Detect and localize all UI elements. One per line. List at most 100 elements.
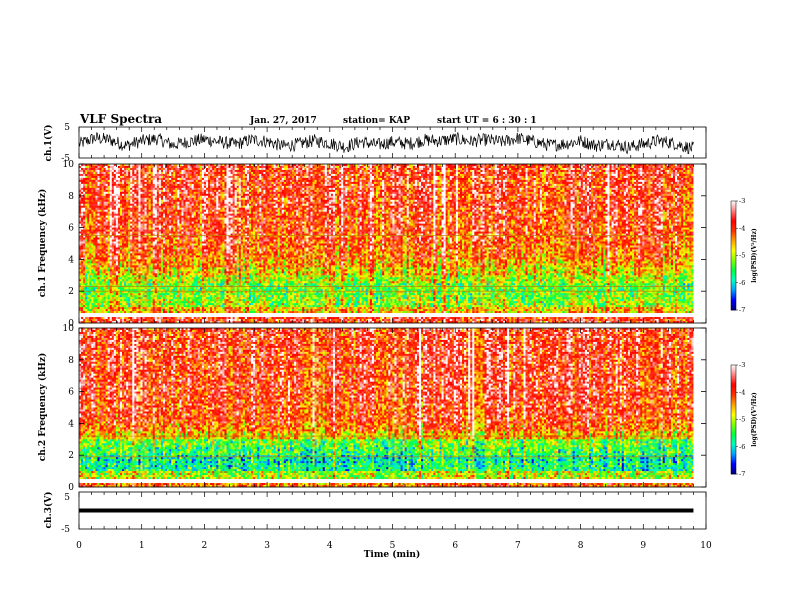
ch1-waveform-panel: 5 -5 ch.1(V) xyxy=(43,123,707,164)
ytick-label: 6 xyxy=(68,224,74,234)
colorbar-swatch xyxy=(731,242,736,245)
ch1-colorbar: -3 -4 -5 -6 -7 log(PSD)(V²/Hz) xyxy=(730,197,758,314)
colorbar-swatch xyxy=(731,470,736,473)
ch3-waveform-panel: 5 -5 ch.3(V) xyxy=(43,492,707,535)
colorbar-swatch xyxy=(731,211,736,215)
colorbar-swatch xyxy=(731,257,736,260)
colorbar-swatch xyxy=(731,414,736,417)
colorbar-swatch xyxy=(731,275,736,278)
xtick-label: 8 xyxy=(578,541,584,551)
colorbar-swatch xyxy=(731,206,736,209)
colorbar-swatch xyxy=(731,368,736,371)
ch3-waveform-ylabel: ch.3(V) xyxy=(43,492,54,529)
ytick-label: 4 xyxy=(68,419,74,429)
colorbar-swatch xyxy=(731,388,736,391)
station-label: station= KAP xyxy=(343,116,410,126)
colorbar-swatch xyxy=(731,463,736,466)
colorbar-swatch xyxy=(731,426,736,429)
ch1-waveform-line xyxy=(78,131,694,155)
colorbar-swatch xyxy=(731,370,736,373)
colorbar-swatch xyxy=(731,381,736,384)
xtick-label: 4 xyxy=(327,541,333,551)
ch2-spectrogram-image xyxy=(79,328,706,488)
colorbar-swatch xyxy=(731,395,736,399)
colorbar-swatch xyxy=(731,210,736,213)
colorbar-swatch xyxy=(731,437,736,440)
colorbar-swatch xyxy=(731,450,736,453)
colorbar-swatch xyxy=(731,403,736,406)
colorbar-swatch xyxy=(731,434,736,437)
colorbar-swatch xyxy=(731,262,736,265)
colorbar-swatch xyxy=(731,383,736,386)
colorbar-swatch xyxy=(731,399,736,402)
ch2-spectrogram-yticks: 0 2 4 6 8 10 xyxy=(63,324,706,493)
ytick-label: 8 xyxy=(68,192,74,202)
colorbar-swatch xyxy=(731,290,736,293)
colorbar-tick-label: -3 xyxy=(739,197,745,205)
colorbar-swatch xyxy=(731,464,736,468)
ch1-spectrogram-image xyxy=(79,164,706,324)
colorbar-swatch xyxy=(731,365,736,368)
colorbar-swatch xyxy=(731,268,736,271)
ch2-spectrogram-panel: 0 2 4 6 8 10 ch.2 Frequency (kHz) -3 -4 -5 -6 -7 l… xyxy=(37,324,758,493)
colorbar-swatch xyxy=(731,308,736,311)
spectrogram-cells xyxy=(79,328,694,488)
xtick-label: 0 xyxy=(76,541,82,551)
colorbar-swatch xyxy=(731,417,736,420)
colorbar-swatch xyxy=(731,423,736,426)
time-axis-tick-labels: 0 1 2 3 4 5 6 7 8 9 10 xyxy=(76,541,712,551)
colorbar-swatch xyxy=(731,248,736,251)
colorbar-swatch xyxy=(731,366,736,370)
colorbar-swatch xyxy=(731,384,736,388)
time-axis-label: Time (min) xyxy=(364,549,421,560)
colorbar-swatch xyxy=(731,461,736,464)
colorbar-tick-label: -5 xyxy=(739,252,745,260)
colorbar-swatch xyxy=(731,202,736,206)
colorbar-swatch xyxy=(731,295,736,298)
colorbar-swatch xyxy=(731,466,736,469)
colorbar-swatch xyxy=(731,421,736,424)
colorbar-swatch xyxy=(731,250,736,253)
colorbar-swatch xyxy=(731,457,736,460)
colorbar-swatch xyxy=(731,293,736,296)
colorbar-swatch xyxy=(731,459,736,462)
ytick-label: 0 xyxy=(68,483,74,493)
colorbar-tick-label: -6 xyxy=(739,279,745,287)
colorbar-swatch xyxy=(731,472,736,475)
colorbar-swatch xyxy=(731,392,736,395)
figure-title: VLF Spectra xyxy=(79,112,162,126)
colorbar-swatch xyxy=(731,233,736,236)
colorbar-swatch xyxy=(731,441,736,444)
colorbar-swatch xyxy=(731,288,736,291)
colorbar-swatch xyxy=(731,455,736,459)
xtick-label: 5 xyxy=(390,541,396,551)
no-data-region xyxy=(693,328,706,487)
colorbar-swatch xyxy=(731,372,736,375)
colorbar-swatch xyxy=(731,379,736,382)
colorbar-swatch xyxy=(731,415,736,419)
colorbar-swatch xyxy=(731,412,736,415)
colorbar-swatch xyxy=(731,424,736,428)
colorbar-tick-label: -4 xyxy=(739,224,745,232)
colorbar-swatch xyxy=(731,284,736,287)
colorbar-swatch xyxy=(731,259,736,262)
ch1-ytick-bottom: -5 xyxy=(61,154,70,164)
no-data-region xyxy=(693,164,706,323)
ch1-spectrogram-yticks: 0 2 4 6 8 10 xyxy=(63,160,706,329)
colorbar-swatch xyxy=(731,306,736,309)
colorbar-swatch xyxy=(731,224,736,227)
ch1-spectrogram-panel: 0 2 4 6 8 10 ch.1 Frequency (kHz) -3 -4 -5 -6 -7 l… xyxy=(37,160,758,329)
colorbar-swatch xyxy=(731,237,736,240)
colorbar-swatch xyxy=(731,280,736,284)
colorbar-swatch xyxy=(731,219,736,222)
colorbar-swatch xyxy=(731,304,736,307)
colorbar-swatch xyxy=(731,390,736,393)
colorbar-swatch xyxy=(731,401,736,404)
colorbar-swatch xyxy=(731,443,736,446)
xtick-label: 9 xyxy=(640,541,646,551)
colorbar-swatch xyxy=(731,271,736,275)
colorbar-swatch xyxy=(731,302,736,305)
colorbar-swatch xyxy=(731,406,736,409)
colorbar-swatch xyxy=(731,230,736,233)
